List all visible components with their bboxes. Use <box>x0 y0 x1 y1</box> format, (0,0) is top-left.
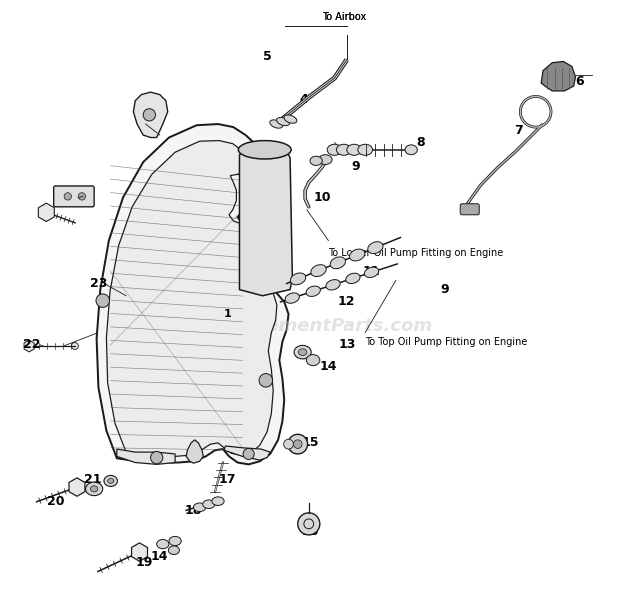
Text: To Top Oil Pump Fitting on Engine: To Top Oil Pump Fitting on Engine <box>365 337 528 347</box>
Circle shape <box>71 342 78 349</box>
Circle shape <box>298 513 320 535</box>
Polygon shape <box>107 140 277 456</box>
Ellipse shape <box>405 145 417 155</box>
Circle shape <box>243 448 254 460</box>
Text: 18: 18 <box>185 504 202 517</box>
Text: 21: 21 <box>84 473 101 486</box>
Ellipse shape <box>108 479 113 484</box>
Circle shape <box>143 108 156 121</box>
Ellipse shape <box>346 273 360 283</box>
Ellipse shape <box>311 265 326 277</box>
Text: 4: 4 <box>299 93 308 106</box>
Ellipse shape <box>290 273 306 285</box>
Ellipse shape <box>358 144 373 155</box>
Text: 8: 8 <box>416 136 425 149</box>
Text: 1: 1 <box>223 309 231 319</box>
Text: 9: 9 <box>352 160 360 174</box>
Text: 12: 12 <box>338 295 355 309</box>
Polygon shape <box>239 144 293 296</box>
Ellipse shape <box>326 280 340 290</box>
Ellipse shape <box>327 144 342 155</box>
Ellipse shape <box>157 540 169 549</box>
Polygon shape <box>24 340 34 352</box>
Ellipse shape <box>86 482 103 496</box>
Text: 19: 19 <box>136 556 153 569</box>
Text: 14: 14 <box>151 550 169 563</box>
Ellipse shape <box>285 293 299 303</box>
Text: 22: 22 <box>24 338 41 351</box>
Ellipse shape <box>294 346 311 359</box>
Ellipse shape <box>319 155 332 164</box>
Ellipse shape <box>104 476 117 487</box>
Polygon shape <box>133 92 168 137</box>
Circle shape <box>293 440 302 448</box>
Text: 2: 2 <box>66 191 75 204</box>
Text: 3: 3 <box>134 111 143 124</box>
Text: eReplacementParts.com: eReplacementParts.com <box>187 317 433 335</box>
Polygon shape <box>131 543 148 561</box>
Ellipse shape <box>306 355 320 366</box>
Text: To Airbox: To Airbox <box>322 12 366 22</box>
Text: 6: 6 <box>575 75 584 87</box>
Polygon shape <box>38 203 55 222</box>
Text: To Lower Oil Pump Fitting on Engine: To Lower Oil Pump Fitting on Engine <box>329 248 503 258</box>
Text: 20: 20 <box>46 495 64 508</box>
Ellipse shape <box>203 500 215 509</box>
Text: 11: 11 <box>363 265 380 278</box>
Polygon shape <box>224 446 270 460</box>
FancyBboxPatch shape <box>460 204 479 215</box>
Ellipse shape <box>284 115 297 123</box>
Text: 17: 17 <box>218 473 236 486</box>
Circle shape <box>151 452 163 464</box>
Ellipse shape <box>169 546 179 554</box>
Ellipse shape <box>337 144 351 155</box>
Polygon shape <box>117 449 175 464</box>
Ellipse shape <box>330 257 345 269</box>
Ellipse shape <box>365 267 379 277</box>
Ellipse shape <box>270 120 283 128</box>
Text: 23: 23 <box>90 277 107 290</box>
Ellipse shape <box>350 249 365 261</box>
Ellipse shape <box>238 140 291 159</box>
FancyBboxPatch shape <box>54 186 94 207</box>
Text: 13: 13 <box>338 338 355 351</box>
Text: 5: 5 <box>263 50 272 63</box>
Text: 10: 10 <box>314 191 331 204</box>
Polygon shape <box>97 124 288 464</box>
Text: 7: 7 <box>514 124 523 137</box>
Circle shape <box>288 434 308 454</box>
Ellipse shape <box>298 349 307 355</box>
Ellipse shape <box>193 503 206 512</box>
Ellipse shape <box>306 286 321 296</box>
Text: 14: 14 <box>320 360 337 373</box>
Ellipse shape <box>368 241 383 254</box>
Text: 16: 16 <box>301 525 319 538</box>
Ellipse shape <box>310 156 322 166</box>
Ellipse shape <box>91 486 98 492</box>
Text: 15: 15 <box>301 436 319 450</box>
Polygon shape <box>186 440 203 463</box>
Ellipse shape <box>347 144 361 155</box>
Polygon shape <box>69 478 85 496</box>
Ellipse shape <box>277 118 290 126</box>
Circle shape <box>96 294 110 307</box>
Circle shape <box>64 193 71 200</box>
Ellipse shape <box>212 497 224 506</box>
Circle shape <box>259 374 273 387</box>
Circle shape <box>78 193 86 200</box>
Polygon shape <box>541 62 575 91</box>
Circle shape <box>283 439 293 449</box>
Ellipse shape <box>169 537 181 546</box>
Text: To Airbox: To Airbox <box>322 12 366 22</box>
Text: 9: 9 <box>441 283 450 296</box>
